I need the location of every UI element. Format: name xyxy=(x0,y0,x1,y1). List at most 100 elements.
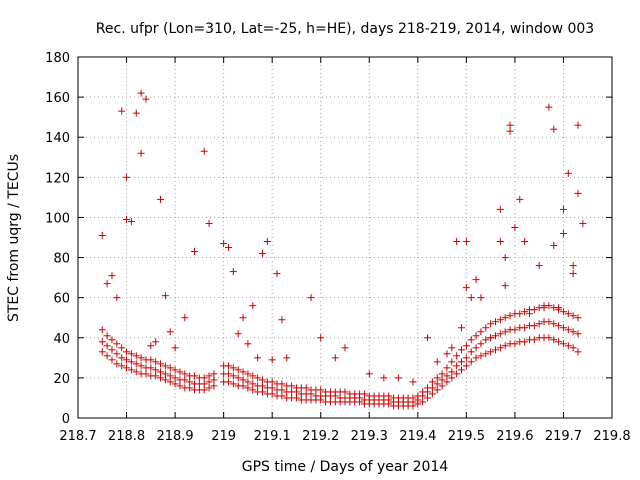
data-point-upper-track xyxy=(132,360,140,368)
data-point-upper-track xyxy=(258,382,266,390)
data-point-third-track xyxy=(341,388,349,396)
data-point-scattered-high xyxy=(263,238,271,246)
x-tick-label: 219.2 xyxy=(302,429,339,444)
data-point-third-track xyxy=(157,360,165,368)
y-tick-label: 80 xyxy=(53,252,70,267)
data-point-baseline-track xyxy=(249,386,257,394)
data-point-upper-track xyxy=(462,354,470,362)
data-point-upper-track xyxy=(491,332,499,340)
data-point-scattered-high xyxy=(229,268,237,276)
data-point-upper-track xyxy=(171,374,179,382)
data-point-upper-track xyxy=(166,372,174,380)
data-point-baseline-track xyxy=(103,352,111,360)
data-point-baseline-track xyxy=(424,394,432,402)
y-tick-label: 120 xyxy=(45,171,70,186)
data-point-upper-track xyxy=(511,326,519,334)
data-point-scattered-high xyxy=(123,215,131,223)
data-point-upper-track xyxy=(268,384,276,392)
data-point-baseline-track xyxy=(224,378,232,386)
data-point-baseline-track xyxy=(108,356,116,364)
data-point-upper-track xyxy=(564,326,572,334)
data-point-third-track xyxy=(482,324,490,332)
data-point-third-track xyxy=(414,392,422,400)
data-point-scattered-high xyxy=(341,344,349,352)
data-point-scattered-high xyxy=(525,310,533,318)
axis-ticks: 218.7 218.8 218.9 219 219.1 219.2 219.3 219.4 21… xyxy=(45,51,630,444)
data-point-upper-track xyxy=(127,358,135,366)
data-point-baseline-track xyxy=(210,382,218,390)
data-point-scattered-high xyxy=(579,219,587,227)
data-point-upper-track xyxy=(453,362,461,370)
data-point-baseline-track xyxy=(569,344,577,352)
y-tick-label: 0 xyxy=(62,412,70,427)
data-point-third-track xyxy=(113,340,121,348)
data-point-upper-track xyxy=(458,358,466,366)
data-point-third-track xyxy=(317,386,325,394)
data-point-baseline-track xyxy=(127,366,135,374)
data-point-third-track xyxy=(161,362,169,370)
data-point-baseline-track xyxy=(118,362,126,370)
data-point-scattered-high xyxy=(258,250,266,258)
data-point-baseline-track xyxy=(443,378,451,386)
data-point-upper-track xyxy=(448,368,456,376)
data-point-third-track xyxy=(127,350,135,358)
data-point-upper-track xyxy=(161,370,169,378)
data-point-third-track xyxy=(249,372,257,380)
data-point-upper-track xyxy=(186,378,194,386)
data-point-third-track xyxy=(574,314,582,322)
data-point-third-track xyxy=(132,352,140,360)
data-point-baseline-track xyxy=(482,350,490,358)
data-point-scattered-high xyxy=(564,169,572,177)
data-point-third-track xyxy=(559,308,567,316)
data-point-baseline-track xyxy=(200,386,208,394)
data-point-scattered-high xyxy=(550,242,558,250)
x-tick-label: 219.5 xyxy=(448,429,485,444)
y-tick-label: 40 xyxy=(53,332,70,347)
data-point-baseline-track xyxy=(428,390,436,398)
data-point-third-track xyxy=(254,374,262,382)
y-tick-label: 160 xyxy=(45,91,70,106)
data-point-third-track xyxy=(152,358,160,366)
data-point-baseline-track xyxy=(239,382,247,390)
data-point-scattered-high xyxy=(477,294,485,302)
data-point-baseline-track xyxy=(472,354,480,362)
data-point-scattered-high xyxy=(569,262,577,270)
data-point-third-track xyxy=(166,364,174,372)
data-point-baseline-track xyxy=(113,360,121,368)
data-point-baseline-track xyxy=(123,364,131,372)
data-point-third-track xyxy=(564,310,572,318)
data-point-scattered-high xyxy=(501,282,509,290)
data-point-scattered-high xyxy=(191,248,199,256)
data-point-upper-track xyxy=(137,362,145,370)
data-point-third-track xyxy=(191,372,199,380)
data-point-scattered-high xyxy=(574,189,582,197)
data-point-scattered-high xyxy=(249,302,257,310)
data-point-baseline-track xyxy=(166,378,174,386)
data-point-baseline-track xyxy=(157,374,165,382)
data-point-scattered-high xyxy=(200,147,208,155)
data-point-scattered-high xyxy=(103,280,111,288)
data-point-third-track xyxy=(569,312,577,320)
data-point-upper-track xyxy=(229,372,237,380)
data-point-scattered-high xyxy=(317,334,325,342)
data-point-third-track xyxy=(123,348,131,356)
data-point-third-track xyxy=(288,382,296,390)
data-point-scattered-high xyxy=(224,244,232,252)
data-point-scattered-high xyxy=(511,223,519,231)
data-point-scattered-high xyxy=(501,254,509,262)
data-point-baseline-track xyxy=(205,384,213,392)
data-point-scattered-high xyxy=(220,240,228,248)
data-point-upper-track xyxy=(438,376,446,384)
data-point-scattered-high xyxy=(254,354,262,362)
data-point-scattered-high xyxy=(448,344,456,352)
data-point-baseline-track xyxy=(152,372,160,380)
data-point-scattered-high xyxy=(521,238,529,246)
data-point-third-track xyxy=(224,362,232,370)
data-point-scattered-high xyxy=(239,314,247,322)
data-point-scattered-high xyxy=(278,316,286,324)
data-points xyxy=(98,89,587,410)
data-point-third-track xyxy=(385,392,393,400)
data-point-third-track xyxy=(433,374,441,382)
data-point-baseline-track xyxy=(501,342,509,350)
data-point-upper-track xyxy=(278,386,286,394)
